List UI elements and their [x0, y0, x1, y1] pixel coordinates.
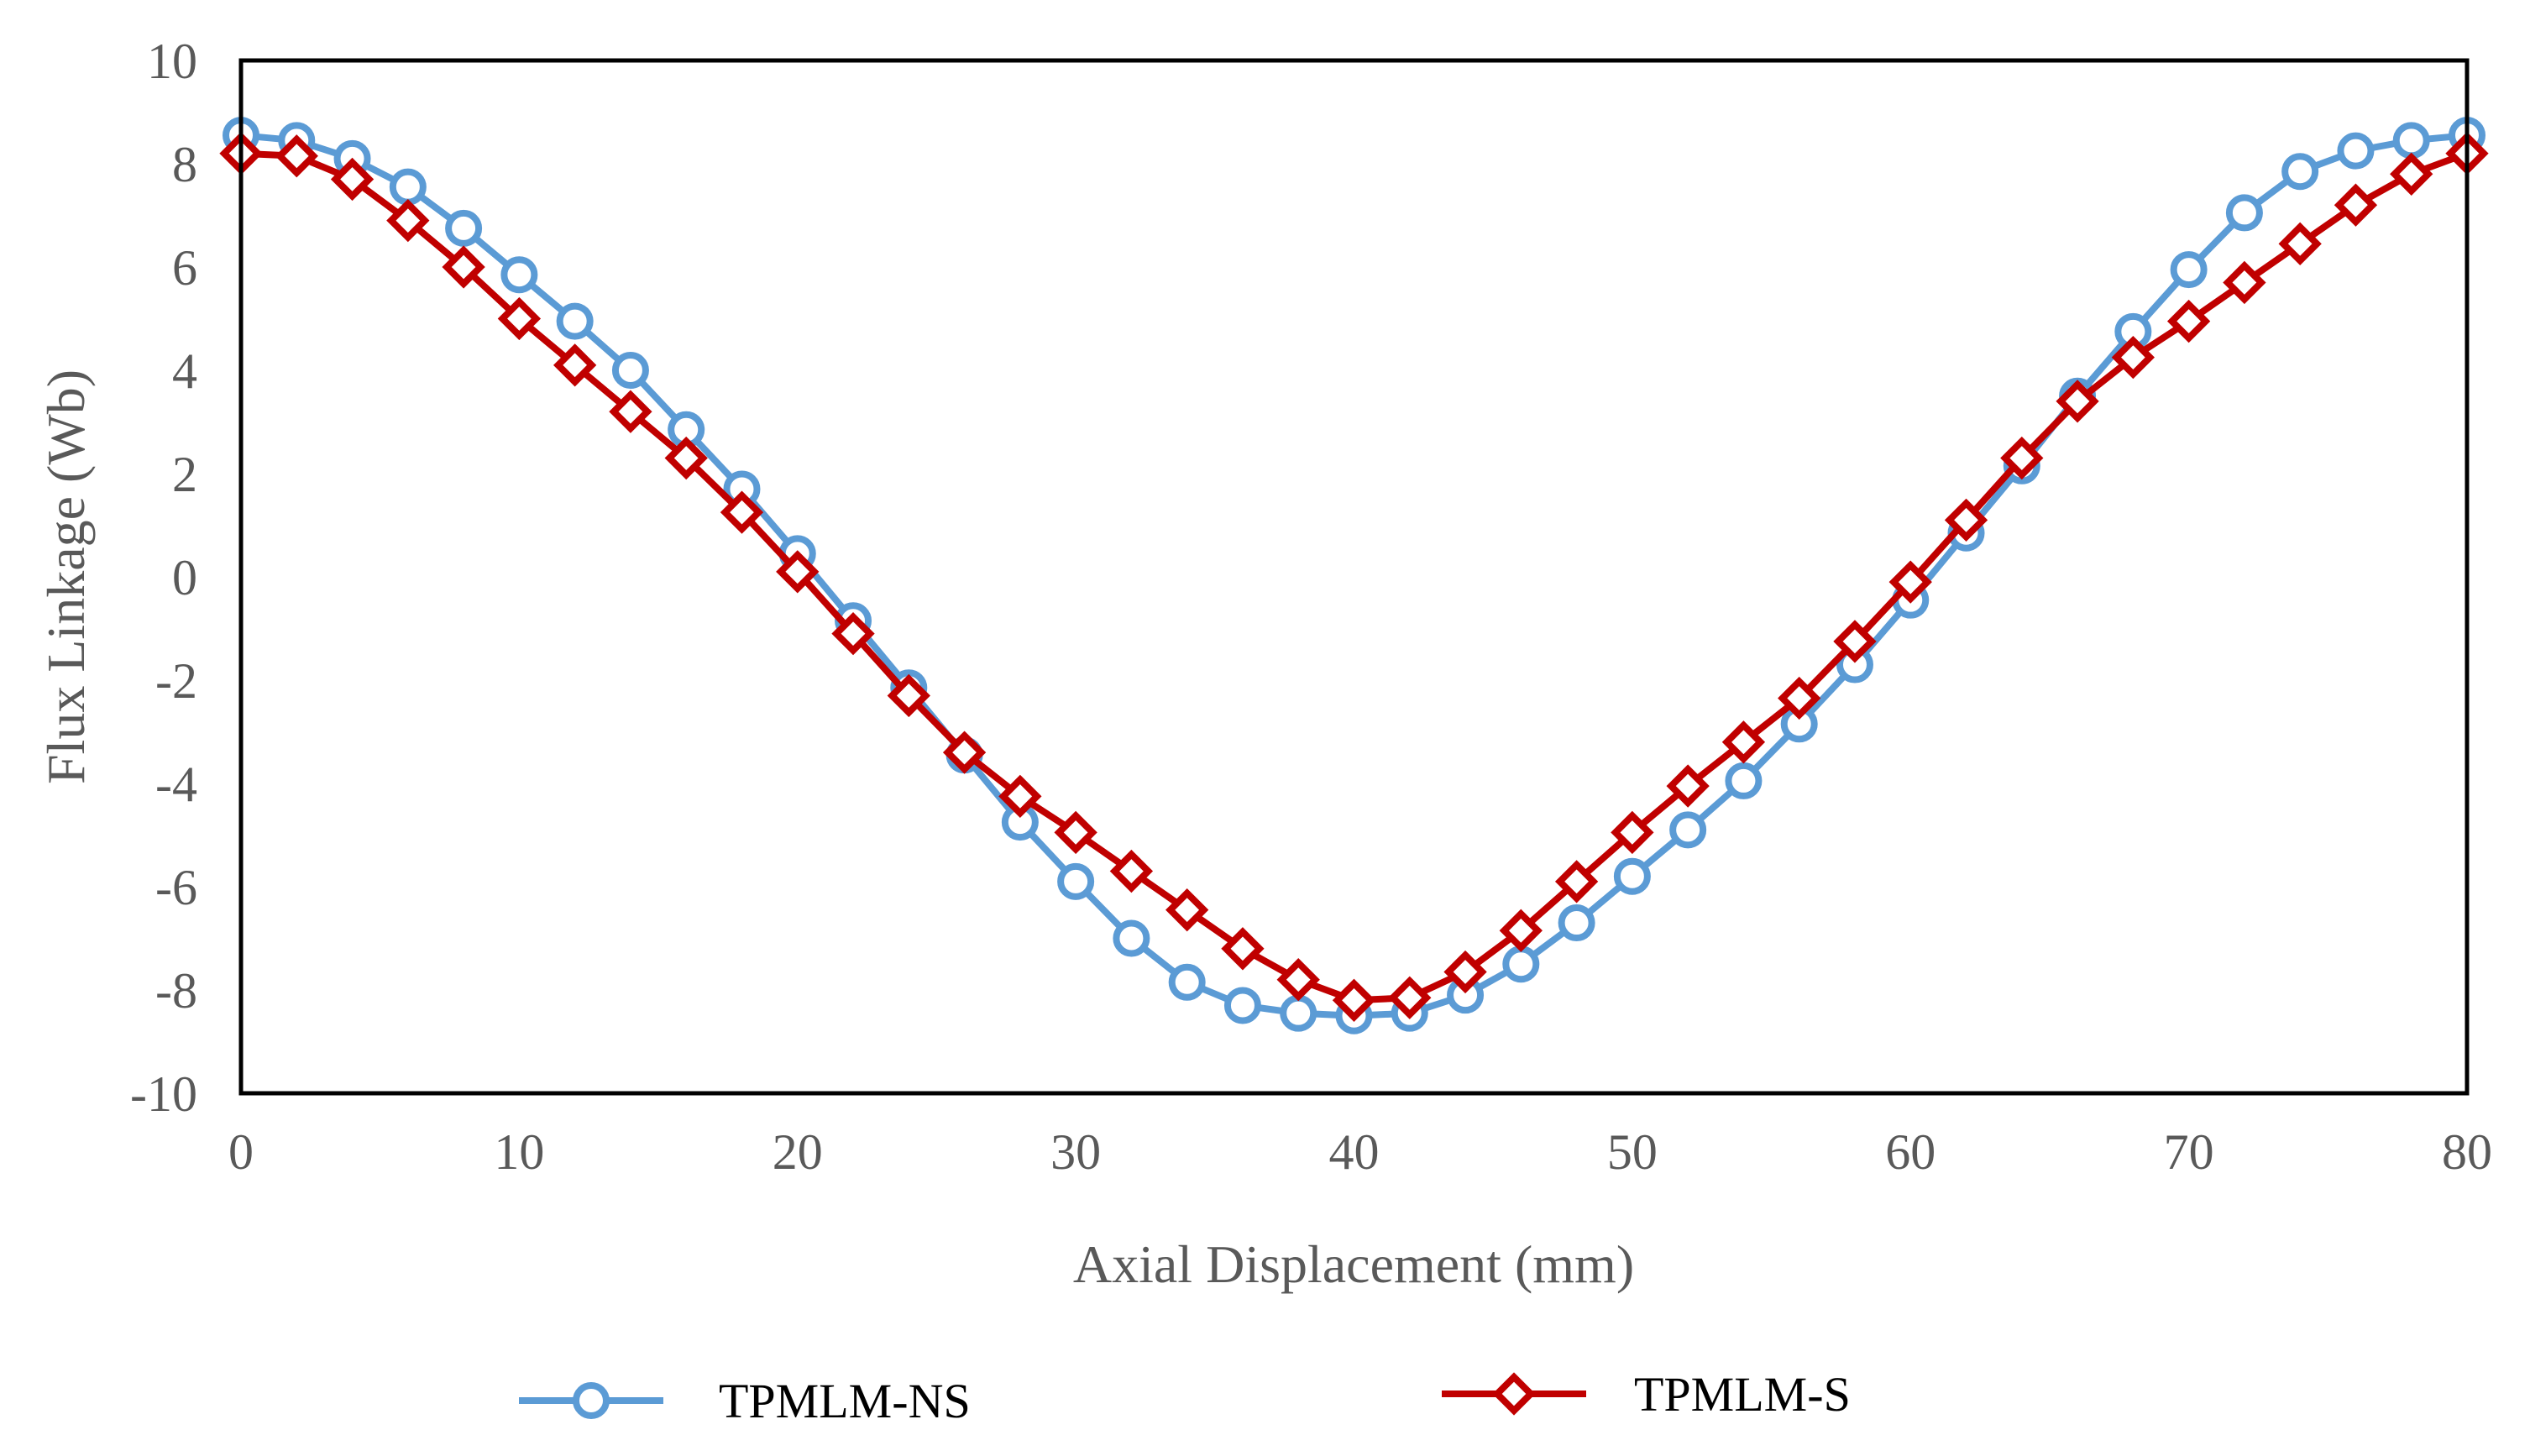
data-point	[1833, 620, 1877, 663]
data-point	[1280, 994, 1317, 1032]
data-point	[1054, 810, 1097, 855]
y-tick-label: 8	[172, 137, 197, 192]
data-point	[1778, 676, 1821, 720]
data-point	[2223, 260, 2266, 305]
data-point	[998, 774, 1042, 819]
data-point	[664, 436, 708, 480]
data-point	[1057, 862, 1095, 900]
data-point	[1332, 978, 1376, 1022]
x-tick-label: 0	[228, 1124, 254, 1180]
data-point	[2281, 153, 2319, 191]
legend-label: TPMLM-S	[1634, 1367, 1851, 1422]
y-tick-label: -10	[130, 1066, 197, 1122]
x-tick-label: 20	[773, 1124, 823, 1180]
x-axis-title: Axial Displacement (mm)	[1073, 1234, 1634, 1294]
legend-item: TPMLM-S	[1442, 1367, 1851, 1422]
data-point	[1276, 958, 1320, 1002]
x-tick-label: 30	[1050, 1124, 1101, 1180]
data-point	[1499, 909, 1543, 952]
data-point	[720, 490, 764, 534]
data-point	[2170, 251, 2208, 289]
data-point	[445, 209, 483, 247]
legend-marker	[573, 1382, 610, 1419]
data-point	[2056, 380, 2099, 423]
data-point	[1721, 720, 1766, 764]
legend: TPMLM-NS TPMLM-S	[519, 1367, 1851, 1428]
x-tick-label: 40	[1329, 1124, 1380, 1180]
data-point	[389, 168, 427, 206]
data-point	[2000, 436, 2044, 480]
x-tick-label: 70	[2164, 1124, 2214, 1180]
data-point	[887, 673, 930, 718]
y-tick-label: 0	[172, 550, 197, 605]
data-point	[556, 302, 594, 340]
y-tick-label: -8	[155, 963, 197, 1019]
legend-label: TPMLM-NS	[719, 1374, 971, 1428]
data-point	[1443, 950, 1487, 994]
x-tick-label: 80	[2442, 1124, 2492, 1180]
data-point	[2392, 122, 2430, 160]
data-point	[2166, 299, 2211, 343]
data-point	[611, 352, 649, 389]
legend-marker	[1492, 1372, 1536, 1416]
data-point	[1669, 811, 1707, 849]
data-point	[942, 731, 987, 774]
data-point	[2278, 222, 2322, 265]
data-point	[1113, 919, 1150, 957]
data-point	[1613, 857, 1651, 895]
data-point	[1165, 888, 1209, 932]
data-point	[497, 296, 542, 341]
y-tick-label: -6	[155, 860, 197, 915]
data-point	[442, 245, 485, 289]
data-point	[1109, 849, 1154, 893]
y-tick-label: 10	[147, 34, 197, 89]
data-point	[2337, 132, 2375, 170]
data-point	[1502, 945, 1540, 983]
series-TPMLM-S	[219, 132, 2489, 1022]
data-point	[275, 134, 318, 178]
data-point	[2111, 335, 2155, 380]
plot-area-frame	[238, 58, 2470, 1096]
plot-series-layer	[219, 117, 2489, 1034]
data-point	[1168, 963, 1206, 1001]
data-point	[1554, 860, 1599, 903]
y-tick-label: 4	[172, 343, 197, 399]
data-point	[1725, 762, 1763, 799]
data-point	[1388, 976, 1432, 1019]
data-point	[1558, 904, 1595, 942]
data-point	[2225, 194, 2263, 232]
x-tick-label: 50	[1607, 1124, 1658, 1180]
data-point	[553, 343, 597, 387]
legend-item: TPMLM-NS	[519, 1374, 971, 1428]
x-tick-label: 60	[1885, 1124, 1935, 1180]
y-tick-label: -2	[155, 653, 197, 709]
data-point	[776, 550, 820, 594]
y-tick-label: 6	[172, 240, 197, 296]
data-point	[500, 256, 538, 294]
data-point	[1221, 927, 1265, 971]
data-point	[1666, 764, 1710, 808]
data-point	[386, 198, 430, 243]
data-point	[2334, 183, 2378, 227]
data-point	[1944, 498, 1988, 542]
data-point	[1223, 987, 1261, 1024]
y-tick-label: -4	[155, 757, 197, 812]
data-point	[2390, 152, 2433, 196]
data-point	[831, 611, 875, 656]
data-point	[609, 390, 652, 433]
data-point	[1611, 810, 1654, 855]
y-tick-label: 2	[172, 447, 197, 502]
x-tick-label: 10	[494, 1124, 544, 1180]
data-point	[330, 157, 375, 202]
y-axis-title: Flux Linkage (Wb)	[36, 369, 96, 784]
data-point	[1888, 560, 1932, 604]
